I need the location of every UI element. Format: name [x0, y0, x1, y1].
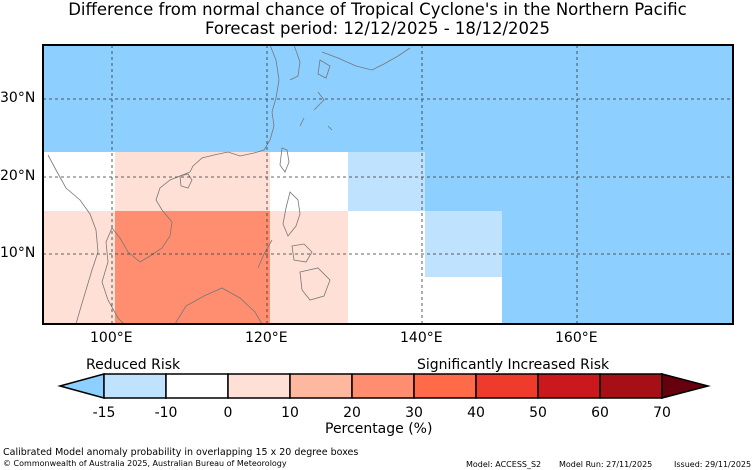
coast-borneo: [174, 287, 263, 325]
probability-cells: [43, 45, 733, 324]
cell-southeast: [502, 277, 733, 324]
coast-taiwan: [279, 147, 290, 173]
colorbar-segments: [103, 373, 663, 399]
colorbar-title: Percentage (%): [325, 421, 433, 437]
colorbar-segment: [599, 373, 663, 399]
coast-korea: [289, 44, 301, 81]
colorbar-tick-label: 10: [281, 405, 299, 421]
colorbar-tick-label: 50: [529, 405, 547, 421]
colorbar-high-extend: [661, 373, 711, 399]
cell-white-south: [348, 211, 425, 324]
colorbar-segment: [227, 373, 291, 399]
colorbar-segment: [475, 373, 539, 399]
coast-hainan: [179, 173, 193, 189]
colorbar-tick-label: -10: [154, 405, 178, 421]
coast-kyushu: [317, 59, 331, 79]
cell-lightblue-north: [348, 152, 425, 211]
colorbar: [57, 373, 711, 399]
coast-japan: [321, 47, 411, 71]
footer-copyright: © Commonwealth of Australia 2025, Austra…: [3, 459, 287, 468]
coast-vietnam: [139, 209, 173, 263]
colorbar-tick-label: 40: [467, 405, 485, 421]
cell-lightblue-south: [425, 211, 502, 277]
colorbar-segment: [351, 373, 415, 399]
colorbar-segment: [103, 373, 167, 399]
lat-label-30n: 30°N: [0, 90, 36, 106]
cell-ph-white: [270, 152, 348, 211]
coast-ryukyu: [299, 91, 333, 131]
cell-scs-north: [115, 152, 270, 211]
coast-visayas: [291, 243, 313, 263]
colorbar-tick-label: 70: [653, 405, 671, 421]
colorbar-left-label: Reduced Risk: [86, 357, 181, 373]
lat-label-10n: 10°N: [0, 245, 36, 261]
cell-ph-south: [270, 211, 348, 324]
cell-north-band: [43, 45, 733, 152]
colorbar-tick-label: 20: [343, 405, 361, 421]
lon-label-160e: 160°E: [555, 330, 598, 346]
lon-label-100e: 100°E: [90, 330, 133, 346]
lon-label-120e: 120°E: [245, 330, 288, 346]
coast-mindanao: [299, 267, 331, 301]
colorbar-tick-label: 60: [591, 405, 609, 421]
footer-issued: Issued: 29/11/2025: [674, 460, 752, 469]
title-line-1: Difference from normal chance of Tropica…: [68, 0, 687, 19]
title-line-2: Forecast period: 12/12/2025 - 18/12/2025: [204, 19, 551, 38]
cell-west-white: [43, 152, 115, 211]
colorbar-right-label: Significantly Increased Risk: [417, 357, 610, 373]
colorbar-segment: [165, 373, 229, 399]
gridlines: [43, 45, 733, 324]
colorbar-low-extend: [57, 373, 105, 399]
footer-note: Calibrated Model anomaly probability in …: [3, 447, 359, 458]
footer-model-run: Model Run: 27/11/2025: [559, 460, 653, 469]
coast-luzon: [282, 191, 301, 237]
lon-label-140e: 140°E: [400, 330, 443, 346]
cell-west-south: [43, 211, 115, 324]
coast-china: [189, 44, 280, 173]
cell-scs-south: [115, 211, 270, 324]
colorbar-segment: [413, 373, 477, 399]
colorbar-tick-label: 30: [405, 405, 423, 421]
colorbar-tick-label: 0: [223, 405, 233, 421]
colorbar-segment: [537, 373, 601, 399]
map-frame: [42, 44, 734, 325]
lat-label-20n: 20°N: [0, 168, 36, 184]
coast-malay: [101, 281, 125, 325]
coast-myanmar: [47, 154, 99, 325]
cell-white-far-south: [425, 277, 502, 324]
colorbar-tick-label: -15: [92, 405, 116, 421]
coast-palawan: [257, 239, 273, 269]
footer-model: Model: ACCESS_S2: [466, 460, 542, 469]
colorbar-segment: [289, 373, 353, 399]
